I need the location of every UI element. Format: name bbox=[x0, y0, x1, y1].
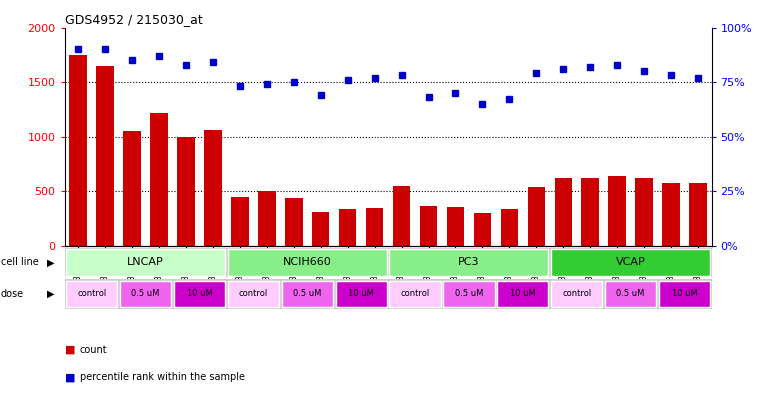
Text: cell line: cell line bbox=[1, 257, 39, 267]
Bar bbox=[123, 131, 141, 246]
Bar bbox=[659, 281, 710, 307]
Bar bbox=[150, 112, 167, 246]
Bar bbox=[609, 176, 626, 246]
Text: GDS4952 / 215030_at: GDS4952 / 215030_at bbox=[65, 13, 202, 26]
Bar bbox=[393, 185, 410, 246]
Text: count: count bbox=[80, 345, 107, 355]
Bar bbox=[662, 184, 680, 246]
Bar bbox=[555, 178, 572, 246]
Bar bbox=[204, 130, 221, 246]
Text: LNCAP: LNCAP bbox=[127, 257, 164, 267]
Bar bbox=[174, 281, 225, 307]
Bar bbox=[390, 281, 441, 307]
Text: ▶: ▶ bbox=[47, 257, 55, 267]
Text: 0.5 uM: 0.5 uM bbox=[293, 289, 321, 298]
Bar bbox=[339, 209, 356, 246]
Text: 10 uM: 10 uM bbox=[186, 289, 212, 298]
Bar bbox=[336, 281, 387, 307]
Bar bbox=[228, 281, 279, 307]
Text: dose: dose bbox=[1, 289, 24, 299]
Bar bbox=[69, 55, 87, 246]
Bar bbox=[285, 198, 303, 246]
Text: 0.5 uM: 0.5 uM bbox=[132, 289, 160, 298]
Text: control: control bbox=[562, 289, 591, 298]
Bar bbox=[420, 206, 438, 246]
Bar bbox=[581, 178, 599, 246]
Text: control: control bbox=[239, 289, 268, 298]
Bar bbox=[635, 178, 653, 246]
Text: 0.5 uM: 0.5 uM bbox=[616, 289, 645, 298]
Bar bbox=[66, 249, 225, 275]
Bar bbox=[258, 191, 275, 246]
Bar bbox=[97, 66, 114, 246]
Text: control: control bbox=[77, 289, 107, 298]
Bar bbox=[605, 281, 656, 307]
Bar bbox=[66, 281, 117, 307]
Bar bbox=[551, 281, 603, 307]
Bar bbox=[551, 249, 710, 275]
Text: 0.5 uM: 0.5 uM bbox=[455, 289, 483, 298]
Bar bbox=[497, 281, 549, 307]
Bar bbox=[689, 184, 707, 246]
Text: PC3: PC3 bbox=[458, 257, 479, 267]
Bar bbox=[177, 136, 195, 246]
Bar bbox=[366, 208, 384, 246]
Text: 10 uM: 10 uM bbox=[510, 289, 536, 298]
Text: percentile rank within the sample: percentile rank within the sample bbox=[80, 372, 245, 382]
Bar bbox=[282, 281, 333, 307]
Bar bbox=[120, 281, 171, 307]
Bar bbox=[473, 213, 491, 246]
Bar bbox=[228, 249, 387, 275]
Text: NCIH660: NCIH660 bbox=[283, 257, 332, 267]
Bar bbox=[501, 209, 518, 246]
Text: ■: ■ bbox=[65, 345, 75, 355]
Text: VCAP: VCAP bbox=[616, 257, 645, 267]
Bar bbox=[312, 212, 330, 246]
Text: 10 uM: 10 uM bbox=[672, 289, 698, 298]
Bar bbox=[444, 281, 495, 307]
Bar bbox=[447, 207, 464, 246]
Text: 10 uM: 10 uM bbox=[349, 289, 374, 298]
Bar bbox=[390, 249, 549, 275]
Text: ▶: ▶ bbox=[47, 289, 55, 299]
Bar bbox=[231, 196, 249, 246]
Text: ■: ■ bbox=[65, 372, 75, 382]
Bar bbox=[527, 187, 545, 246]
Text: control: control bbox=[400, 289, 430, 298]
